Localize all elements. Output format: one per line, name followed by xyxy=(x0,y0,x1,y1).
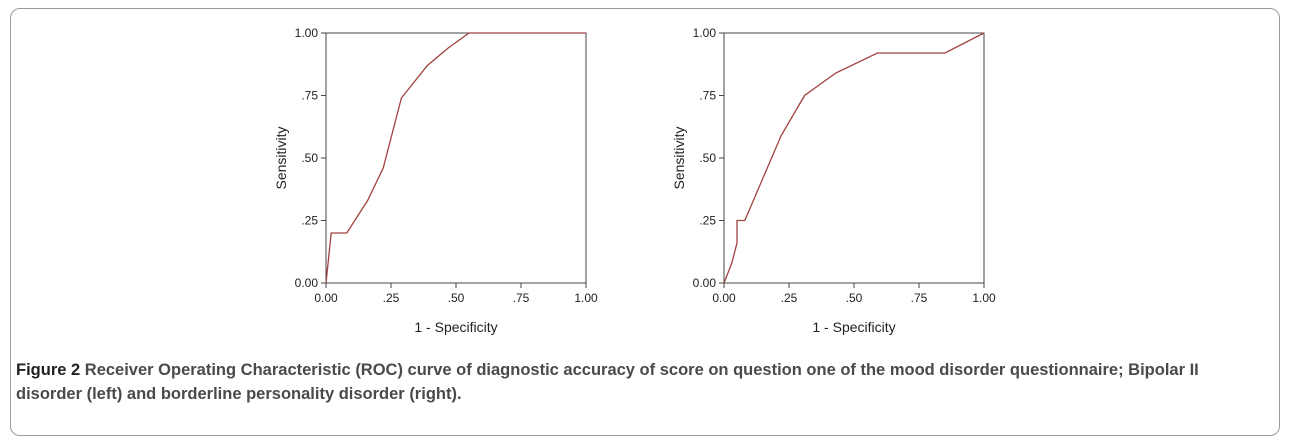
roc-chart-borderline: 0.00 .25 .50 .75 1.00 0.00 .25 .50 .75 1.00 1 - Sp… xyxy=(668,22,1048,342)
roc-chart-right-svg: 0.00 .25 .50 .75 1.00 0.00 .25 .50 .75 1.00 1 - Sp… xyxy=(671,26,996,335)
x-tick-label: .25 xyxy=(383,291,400,305)
roc-chart-bipolar-ii: 0.00 .25 .50 .75 1.00 0.00 .25 .50 .75 1.00 1 - Sp… xyxy=(270,22,650,342)
x-tick-label: 0.00 xyxy=(314,291,338,305)
y-axis-label: Sensitivity xyxy=(273,126,289,189)
x-tick-label: 1.00 xyxy=(574,291,598,305)
figure-caption: Figure 2 Receiver Operating Characterist… xyxy=(16,358,1266,406)
y-tick-label: .25 xyxy=(699,214,716,228)
y-tick-label: .75 xyxy=(699,89,716,103)
x-tick-label: 1.00 xyxy=(972,291,996,305)
y-tick-label: 0.00 xyxy=(693,276,717,290)
x-tick-label: .50 xyxy=(448,291,465,305)
roc-curve-line xyxy=(325,32,586,284)
y-tick-label: 1.00 xyxy=(693,26,717,40)
plot-area-border xyxy=(325,32,587,284)
roc-chart-left-svg: 0.00 .25 .50 .75 1.00 0.00 .25 .50 .75 1.00 1 - Sp… xyxy=(273,26,598,335)
x-tick-label: .75 xyxy=(911,291,928,305)
figure-frame xyxy=(10,8,1280,436)
y-tick-label: 1.00 xyxy=(295,26,319,40)
y-tick-label: 0.00 xyxy=(295,276,319,290)
y-tick-label: .75 xyxy=(301,89,318,103)
x-tick-label: .25 xyxy=(781,291,798,305)
x-axis-label: 1 - Specificity xyxy=(414,319,497,335)
y-axis-label: Sensitivity xyxy=(671,126,687,189)
plot-area-border xyxy=(723,32,985,284)
roc-curve-line xyxy=(723,32,985,284)
x-tick-label: .50 xyxy=(846,291,863,305)
x-axis-label: 1 - Specificity xyxy=(812,319,895,335)
x-tick-label: .75 xyxy=(513,291,530,305)
y-tick-label: .25 xyxy=(301,214,318,228)
y-tick-label: .50 xyxy=(301,151,318,165)
x-tick-label: 0.00 xyxy=(712,291,736,305)
caption-label: Figure 2 xyxy=(16,361,81,379)
caption-text: Receiver Operating Characteristic (ROC) … xyxy=(16,361,1199,403)
y-tick-label: .50 xyxy=(699,151,716,165)
